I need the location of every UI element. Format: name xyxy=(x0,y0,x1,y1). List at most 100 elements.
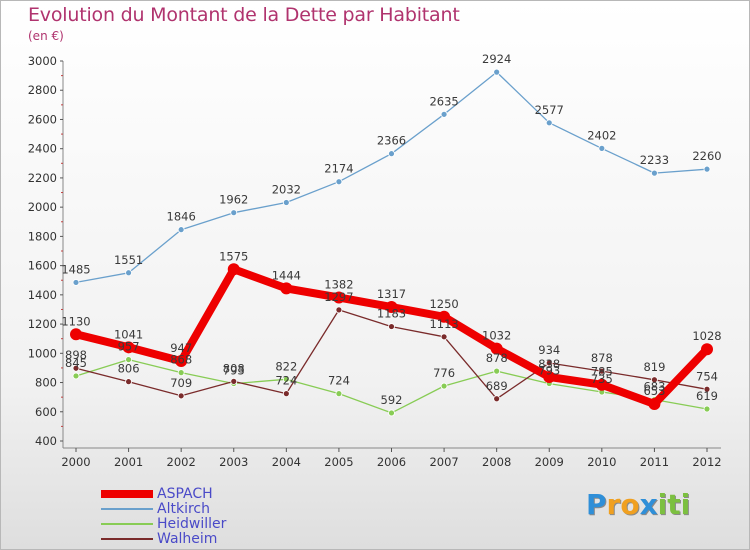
x-tick-label: 2009 xyxy=(535,455,564,469)
y-tick-label: 2000 xyxy=(28,200,57,214)
data-label-walheim: 724 xyxy=(275,374,297,388)
y-tick-label: 2400 xyxy=(28,142,57,156)
data-point-walheim xyxy=(72,364,80,372)
data-label-aspach: 838 xyxy=(538,357,560,371)
data-label-aspach: 1130 xyxy=(61,314,90,328)
data-point-altkirch xyxy=(72,279,80,286)
data-label-walheim: 878 xyxy=(591,351,613,365)
data-label-walheim: 808 xyxy=(223,361,245,375)
data-point-walheim xyxy=(125,378,132,386)
data-label-heidwiller: 592 xyxy=(381,393,403,407)
logo-letter: o xyxy=(620,488,640,521)
y-tick-label: 2800 xyxy=(28,83,57,97)
legend-label-altkirch: Altkirch xyxy=(157,501,210,517)
data-label-aspach: 1317 xyxy=(377,287,406,301)
data-point-walheim xyxy=(545,359,553,367)
data-point-aspach xyxy=(595,378,608,391)
y-tick-label: 800 xyxy=(35,376,57,390)
data-label-aspach: 1041 xyxy=(114,327,143,341)
data-point-altkirch xyxy=(545,119,553,127)
data-label-heidwiller: 822 xyxy=(275,359,297,373)
data-point-walheim xyxy=(703,385,711,393)
data-point-altkirch xyxy=(598,144,606,152)
data-label-heidwiller: 868 xyxy=(170,353,192,367)
legend-item-aspach: ASPACH xyxy=(101,486,301,502)
data-label-walheim: 1297 xyxy=(324,290,353,304)
legend-label-heidwiller: Heidwiller xyxy=(157,516,227,532)
logo-letter: r xyxy=(606,488,621,521)
data-label-walheim: 934 xyxy=(538,343,560,357)
data-point-walheim xyxy=(493,395,501,403)
data-label-heidwiller: 878 xyxy=(486,351,508,365)
data-label-heidwiller: 735 xyxy=(591,372,613,386)
data-point-walheim xyxy=(651,376,658,384)
legend-label-aspach: ASPACH xyxy=(157,486,213,502)
y-tick-label: 1200 xyxy=(28,317,57,331)
data-point-aspach xyxy=(332,291,345,304)
chart-subtitle: (en €) xyxy=(28,29,64,43)
data-point-aspach xyxy=(122,341,135,354)
x-tick-label: 2012 xyxy=(692,455,721,469)
chart-title: Evolution du Montant de la Dette par Hab… xyxy=(28,4,460,26)
x-tick-label: 2008 xyxy=(482,455,511,469)
data-label-walheim: 819 xyxy=(643,360,665,374)
data-label-aspach: 1382 xyxy=(324,277,353,291)
data-label-aspach: 1250 xyxy=(429,297,458,311)
data-label-altkirch: 2366 xyxy=(377,134,406,148)
x-tick-label: 2005 xyxy=(324,455,353,469)
x-tick-label: 2003 xyxy=(219,455,248,469)
y-tick-label: 600 xyxy=(35,405,57,419)
logo-letter: x xyxy=(639,488,658,521)
data-point-aspach xyxy=(543,370,556,383)
data-label-heidwiller: 724 xyxy=(328,374,350,388)
data-label-aspach: 1028 xyxy=(692,329,721,343)
data-point-altkirch xyxy=(493,68,501,76)
data-label-altkirch: 2635 xyxy=(429,94,458,108)
data-label-walheim: 898 xyxy=(65,348,87,362)
logo-letter: t xyxy=(667,488,681,521)
data-label-aspach: 1575 xyxy=(219,249,248,263)
y-tick-label: 2600 xyxy=(28,112,57,126)
data-point-aspach xyxy=(438,310,451,323)
data-label-aspach: 785 xyxy=(591,365,613,379)
data-label-aspach: 947 xyxy=(170,341,192,355)
x-tick-label: 2000 xyxy=(61,455,90,469)
legend-swatch-heidwiller xyxy=(101,523,153,525)
data-point-aspach xyxy=(490,342,503,355)
data-point-altkirch xyxy=(335,178,343,186)
data-label-heidwiller: 957 xyxy=(118,340,140,354)
data-label-walheim: 1183 xyxy=(377,307,406,321)
data-label-altkirch: 2233 xyxy=(640,153,669,167)
data-label-altkirch: 2260 xyxy=(692,149,721,163)
data-label-altkirch: 2174 xyxy=(324,162,353,176)
data-label-aspach: 1444 xyxy=(272,268,301,282)
chart-legend: ASPACH Altkirch Heidwiller Walheim xyxy=(101,486,301,547)
data-point-heidwiller xyxy=(282,375,290,383)
data-point-heidwiller xyxy=(177,369,185,377)
data-label-altkirch: 2032 xyxy=(272,182,301,196)
data-point-altkirch xyxy=(125,269,132,277)
x-tick-label: 2002 xyxy=(167,455,196,469)
data-label-walheim: 709 xyxy=(170,376,192,390)
data-point-walheim xyxy=(230,377,238,385)
legend-item-walheim: Walheim xyxy=(101,531,301,547)
proxiti-logo: Proxiti xyxy=(586,488,690,521)
data-point-heidwiller xyxy=(335,390,343,398)
data-label-altkirch: 1485 xyxy=(61,262,90,276)
data-point-heidwiller xyxy=(703,405,711,413)
data-point-altkirch xyxy=(703,165,711,173)
data-label-aspach: 653 xyxy=(643,384,665,398)
data-label-altkirch: 2924 xyxy=(482,52,511,66)
y-tick-label: 3000 xyxy=(28,54,57,68)
data-point-heidwiller xyxy=(440,382,448,390)
data-label-altkirch: 1551 xyxy=(114,253,143,267)
y-tick-label: 400 xyxy=(35,434,57,448)
data-label-altkirch: 2577 xyxy=(535,103,564,117)
legend-label-walheim: Walheim xyxy=(157,531,218,547)
data-point-aspach xyxy=(701,343,713,356)
data-label-walheim: 689 xyxy=(486,379,508,393)
data-point-walheim xyxy=(440,333,448,341)
data-point-heidwiller xyxy=(72,372,80,380)
x-tick-label: 2011 xyxy=(640,455,669,469)
